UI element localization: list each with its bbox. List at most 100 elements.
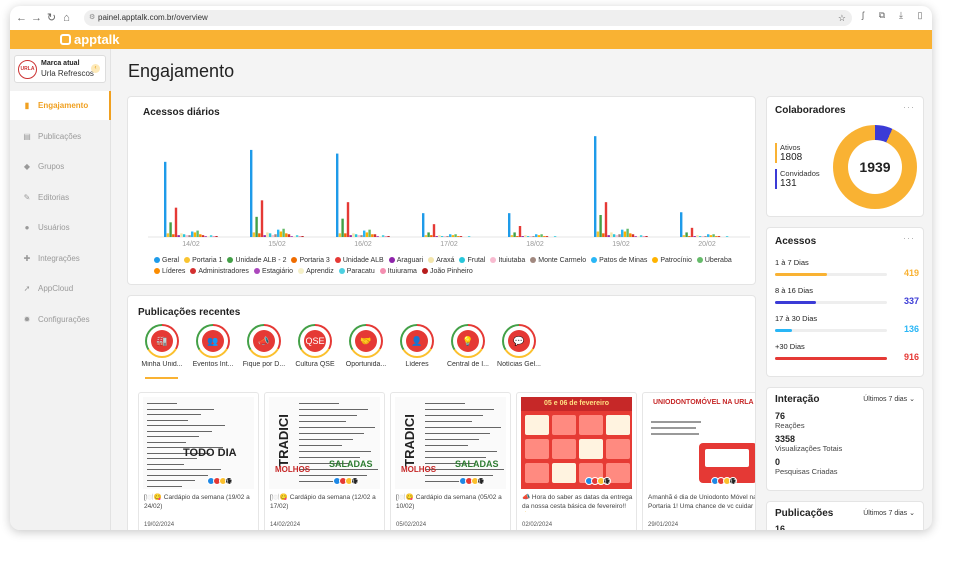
bar-16-02-3[interactable] [344,233,347,237]
bar-15-02-14[interactable] [287,234,291,237]
bar-20-02-4[interactable] [690,227,694,237]
bar-20-02-2[interactable] [685,232,688,237]
site-info-icon[interactable]: ⚙ [89,14,96,21]
home-icon[interactable]: ⌂ [63,11,70,24]
bar-19-02-8[interactable] [615,235,618,237]
address-bar[interactable]: ⚙ painel.apptalk.com.br/overview ☆ [84,10,852,26]
bar-16-02-18[interactable] [384,236,387,237]
bar-19-02-9[interactable] [618,234,621,237]
bar-16-02-2[interactable] [341,218,344,237]
bar-15-02-3[interactable] [258,233,261,237]
bar-19-02-1[interactable] [596,231,600,238]
bar-19-02-4[interactable] [604,202,608,237]
translate-icon[interactable]: ʃ [862,10,864,20]
bar-17-02-2[interactable] [427,232,430,237]
bar-17-02-13[interactable] [457,236,460,237]
bar-14-02-8[interactable] [185,235,188,237]
bar-15-02-6[interactable] [266,232,269,237]
interaction-period-select[interactable]: Últimos 7 dias ⌄ [863,395,915,403]
legend-item[interactable]: Unidade ALB [334,255,384,266]
bar-19-02-5[interactable] [607,235,610,237]
bar-14-02-11[interactable] [193,232,197,237]
story-4[interactable]: 🤝 Oportunida... [342,324,390,368]
bar-17-02-12[interactable] [454,234,457,237]
bar-20-02-13[interactable] [715,236,718,237]
bar-18-02-2[interactable] [513,232,516,237]
bar-15-02-12[interactable] [282,228,285,237]
post-card-4[interactable]: UNIODONTOMÓVEL NA URLA 17 Amanhã é dia d… [642,392,755,530]
bar-18-02-8[interactable] [529,236,532,237]
bar-20-02-17[interactable] [725,236,729,237]
bar-14-02-0[interactable] [164,161,167,237]
bar-20-02-0[interactable] [680,212,683,237]
bar-14-02-19[interactable] [215,236,218,237]
bar-19-02-11[interactable] [623,231,627,238]
bar-19-02-12[interactable] [626,228,629,237]
legend-item[interactable]: Administradores [190,266,249,277]
bar-14-02-1[interactable] [166,233,170,237]
extensions-icon[interactable]: ⧉ [878,10,886,20]
bar-15-02-17[interactable] [295,235,299,237]
post-card-2[interactable]: TRADICI MOLHOS SALADAS 17 [🍽️😋 Cardápio … [390,392,511,530]
bar-20-02-1[interactable] [682,235,686,237]
publications-period-select[interactable]: Últimos 7 dias ⌄ [863,509,915,517]
bar-14-02-9[interactable] [188,235,191,237]
bar-18-02-5[interactable] [521,236,524,237]
bar-15-02-1[interactable] [252,232,256,237]
more-options-icon[interactable]: ··· [903,233,915,243]
bar-14-02-16[interactable] [207,236,210,237]
bar-16-02-0[interactable] [336,153,339,237]
bar-17-02-5[interactable] [435,236,438,237]
bar-17-02-1[interactable] [424,235,428,237]
bar-19-02-13[interactable] [629,233,632,237]
legend-item[interactable]: Ituiutaba [490,255,525,266]
bar-19-02-14[interactable] [631,234,635,237]
reload-icon[interactable]: ↻ [46,11,57,24]
bar-20-02-12[interactable] [712,234,715,237]
bar-15-02-19[interactable] [301,236,304,237]
post-card-1[interactable]: TRADICI MOLHOS SALADAS 17 [🍽️😋 Cardápio … [264,392,385,530]
bar-17-02-17[interactable] [467,236,471,237]
legend-item[interactable]: Frutal [459,255,485,266]
bar-19-02-18[interactable] [642,236,645,237]
bar-16-02-7[interactable] [354,234,358,237]
bar-18-02-14[interactable] [545,236,549,237]
story-2[interactable]: 📣 Fique por D... [240,324,288,368]
bookmark-star-icon[interactable]: ☆ [837,13,846,23]
sidebar-item-0[interactable]: ▮ Engajamento [10,91,111,120]
post-card-3[interactable]: 05 e 06 de fevereiro 17 📣 Hora do saber … [516,392,637,530]
post-card-0[interactable]: TODO DIA 17 [🍽️😋 Cardápio da semana (19/… [138,392,259,530]
bar-19-02-15[interactable] [634,236,637,237]
story-5[interactable]: 👤 Líderes [393,324,441,368]
bar-16-02-19[interactable] [387,236,390,237]
bar-14-02-3[interactable] [172,234,175,237]
legend-item[interactable]: Aprendiz [298,266,334,277]
sidebar-item-2[interactable]: ◆ Grupos [10,152,111,181]
bar-20-02-14[interactable] [717,236,721,237]
bar-15-02-7[interactable] [268,233,272,237]
bar-19-02-16[interactable] [637,236,640,237]
bar-14-02-4[interactable] [174,207,178,237]
bar-17-02-0[interactable] [422,213,425,237]
bar-19-02-2[interactable] [599,215,602,237]
bar-17-02-11[interactable] [451,235,455,237]
story-3[interactable]: QSE Cultura QSE [291,324,339,368]
bar-19-02-0[interactable] [594,136,597,237]
legend-item[interactable]: Geral [154,255,179,266]
bar-15-02-5[interactable] [263,235,266,237]
bar-18-02-9[interactable] [532,236,535,237]
bar-15-02-11[interactable] [279,231,283,238]
bar-20-02-8[interactable] [701,236,704,237]
bar-17-02-10[interactable] [449,234,452,237]
bar-20-02-5[interactable] [693,236,696,237]
legend-item[interactable]: Monte Carmelo [530,255,586,266]
bar-18-02-11[interactable] [537,235,541,237]
bar-20-02-7[interactable] [698,236,702,237]
bar-18-02-6[interactable] [524,235,527,237]
legend-item[interactable]: Portaria 1 [184,255,222,266]
bar-18-02-17[interactable] [553,236,557,237]
bar-20-02-3[interactable] [688,236,691,237]
legend-item[interactable]: Ituiurama [379,266,417,277]
bar-14-02-5[interactable] [177,235,180,237]
bar-20-02-6[interactable] [696,235,699,237]
